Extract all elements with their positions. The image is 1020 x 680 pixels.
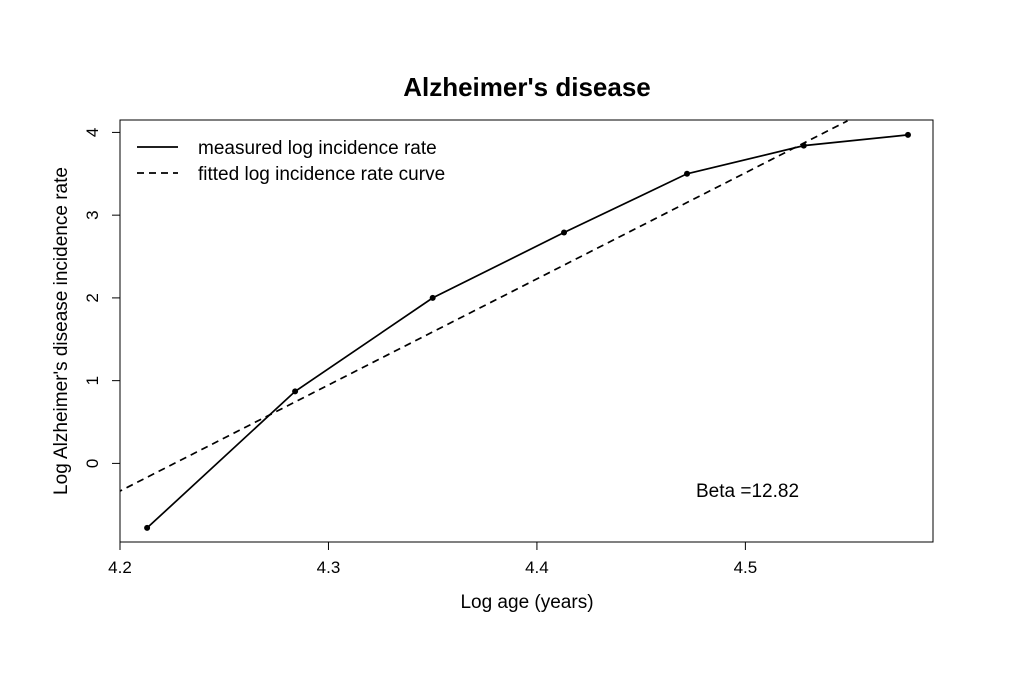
plot-area (120, 120, 911, 531)
data-point (684, 170, 691, 177)
legend-label-measured: measured log incidence rate (198, 138, 437, 159)
y-tick-label: 1 (83, 376, 102, 385)
plot-frame (119, 119, 934, 543)
y-tick-label: 2 (83, 293, 102, 302)
x-tick-label: 4.4 (525, 558, 549, 577)
data-point (561, 229, 568, 236)
data-point (904, 131, 911, 138)
x-axis: 4.2 4.3 4.4 4.5 (108, 542, 757, 577)
data-point (292, 388, 299, 395)
y-axis-label: Log Alzheimer's disease incidence rate (51, 167, 72, 495)
y-tick-label: 0 (83, 459, 102, 468)
y-tick-label: 4 (83, 128, 102, 137)
chart-title: Alzheimer's disease (403, 72, 651, 102)
series-line-1 (120, 120, 848, 493)
x-axis-label: Log age (years) (460, 592, 593, 613)
data-point (429, 294, 436, 301)
x-tick-label: 4.3 (317, 558, 341, 577)
legend-label-fitted: fitted log incidence rate curve (198, 164, 445, 185)
x-tick-label: 4.2 (108, 558, 132, 577)
data-point (144, 524, 151, 531)
x-tick-label: 4.5 (734, 558, 758, 577)
y-tick-label: 3 (83, 210, 102, 219)
beta-annotation: Beta =12.82 (696, 481, 799, 502)
series-line-0 (146, 134, 909, 529)
y-axis: 0 1 2 3 4 (83, 128, 120, 468)
legend: measured log incidence rate fitted log i… (137, 138, 445, 185)
